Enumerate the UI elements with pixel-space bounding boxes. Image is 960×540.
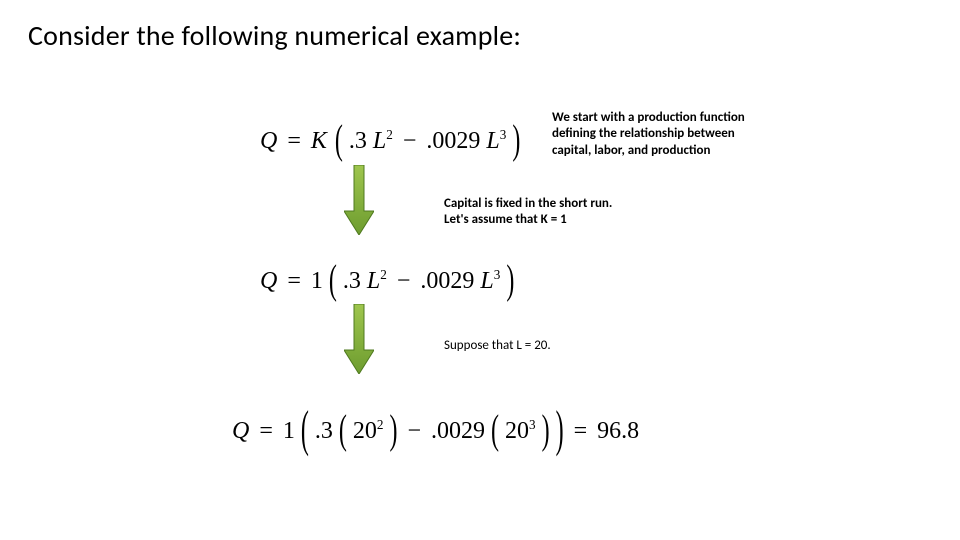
note-capital-fixed: Capital is fixed in the short run. Let's… bbox=[444, 196, 664, 229]
eq3-sup3: 3 bbox=[529, 417, 536, 432]
eq3-rpi2: ) bbox=[542, 411, 550, 452]
eq1-lparen: ( bbox=[333, 121, 343, 162]
eq2-rparen: ) bbox=[506, 261, 514, 302]
eq3-minus: − bbox=[403, 418, 425, 444]
eq3-eq2: = bbox=[570, 418, 592, 444]
eq2-3: 3 bbox=[349, 268, 361, 294]
arrow-down-2 bbox=[344, 304, 374, 374]
note2-line1: Capital is fixed in the short run. bbox=[444, 196, 664, 212]
eq2-sup2: 2 bbox=[380, 267, 387, 282]
eq3-eq: = bbox=[255, 418, 277, 444]
eq1-eq: = bbox=[283, 128, 305, 154]
eq2-q: Q bbox=[260, 268, 277, 294]
eq1-rparen: ) bbox=[512, 121, 520, 162]
eq2-eq: = bbox=[283, 268, 305, 294]
eq1-minus: − bbox=[399, 128, 421, 154]
eq2-L1: L bbox=[367, 268, 380, 294]
eq1-k: K bbox=[311, 128, 327, 154]
eq1-L2: L bbox=[486, 128, 499, 154]
eq2-one: 1 bbox=[311, 268, 323, 294]
arrow-down-1 bbox=[344, 165, 374, 235]
note2-line2: Let's assume that K = 1 bbox=[444, 212, 664, 228]
eq3-lpi: ( bbox=[339, 411, 347, 452]
eq3-20b: 20 bbox=[505, 418, 529, 444]
eq1-q: Q bbox=[260, 128, 277, 154]
eq1-sup3: 3 bbox=[500, 127, 507, 142]
eq1-L1: L bbox=[373, 128, 386, 154]
eq3-lpi2: ( bbox=[491, 411, 499, 452]
eq2-lparen: ( bbox=[329, 261, 337, 302]
eq3-one: 1 bbox=[283, 418, 295, 444]
note-suppose-L: Suppose that L = 20. bbox=[444, 338, 644, 354]
equation-3: Q = 1 ( .3 ( 202 ) − .0029 ( 203 ) ) = 9… bbox=[232, 418, 639, 443]
slide: Consider the following numerical example… bbox=[0, 0, 960, 540]
eq3-q: Q bbox=[232, 418, 249, 444]
eq3-lparen: ( bbox=[301, 406, 309, 456]
eq1-3: 3 bbox=[355, 128, 367, 154]
eq2-L2: L bbox=[480, 268, 493, 294]
eq3-3: 3 bbox=[321, 418, 333, 444]
eq3-rpi: ) bbox=[389, 411, 397, 452]
eq3-result: 96.8 bbox=[597, 418, 639, 444]
eq2-0029: 0029 bbox=[426, 268, 474, 294]
note-prod-fn: We start with a production function defi… bbox=[552, 110, 767, 159]
eq1-0029: 0029 bbox=[432, 128, 480, 154]
eq3-0029: 0029 bbox=[437, 418, 485, 444]
eq2-sup3: 3 bbox=[494, 267, 501, 282]
slide-title: Consider the following numerical example… bbox=[28, 18, 521, 53]
eq3-rparen: ) bbox=[556, 406, 564, 456]
eq3-20a: 20 bbox=[353, 418, 377, 444]
equation-2: Q = 1 ( .3 L2 − .0029 L3 ) bbox=[260, 268, 514, 293]
eq2-minus: − bbox=[393, 268, 415, 294]
eq3-sup2: 2 bbox=[377, 417, 384, 432]
equation-1: Q = K ( .3 L2 − .0029 L3 ) bbox=[260, 128, 520, 153]
eq1-sup2: 2 bbox=[386, 127, 393, 142]
